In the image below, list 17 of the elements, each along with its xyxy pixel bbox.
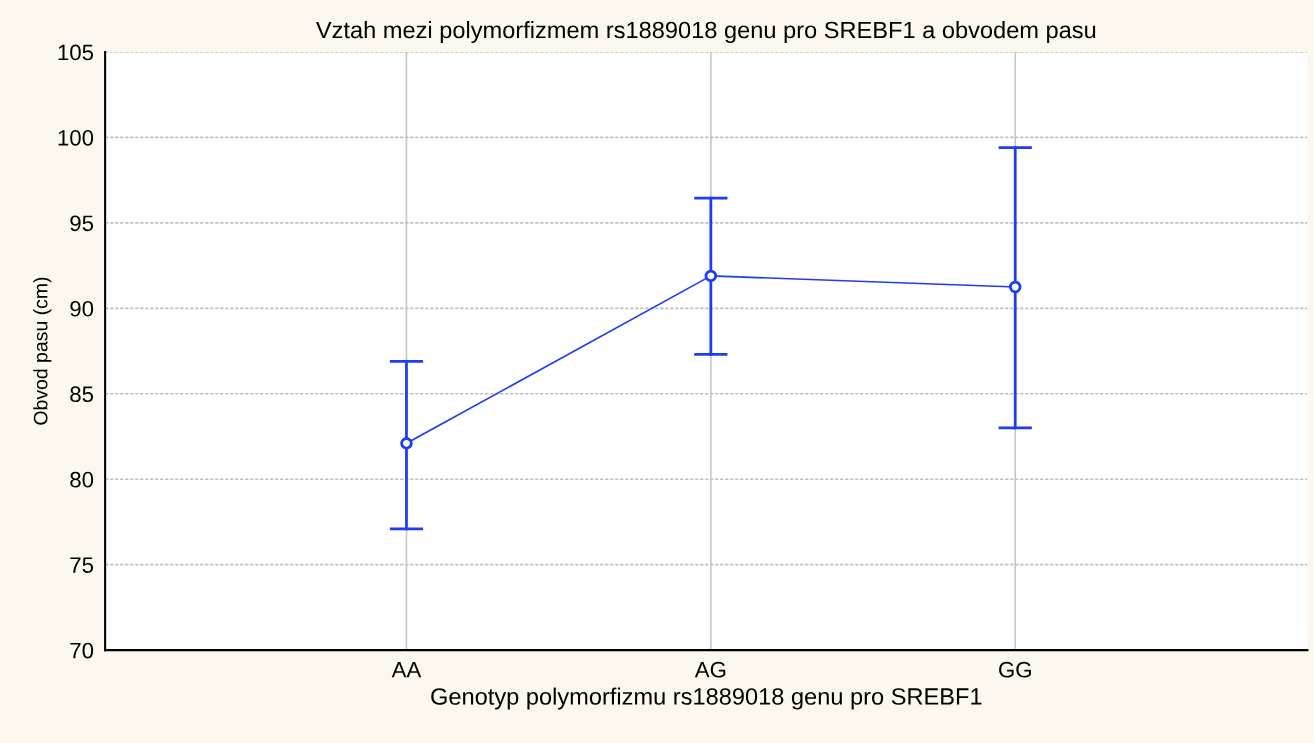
y-tick-label: 85 xyxy=(70,386,94,403)
point xyxy=(704,269,718,283)
x-tick-label: AA xyxy=(391,662,422,678)
y-axis-title: Obvod pasu (cm) xyxy=(33,277,52,425)
y-tick-label: 75 xyxy=(70,557,94,573)
point xyxy=(400,437,413,450)
x-tick-label: GG xyxy=(999,661,1031,678)
y-tick-label: 80 xyxy=(70,471,94,488)
chart-title: Vztah mezi polymorfizmem rs1889018 genu pro SREBF1 a obvodem pasu xyxy=(315,21,1096,44)
point xyxy=(1008,280,1022,294)
x-tick-label: AG xyxy=(694,661,726,678)
y-tick-label: 105 xyxy=(58,44,94,61)
y-tick-label: 95 xyxy=(70,215,94,232)
x-axis-title: Genotyp polymorfizmu rs1889018 genu pro SREBF1 xyxy=(431,687,982,710)
y-tick-label: 70 xyxy=(70,642,94,659)
y-tick-label: 90 xyxy=(70,300,94,317)
y-tick-label: 100 xyxy=(58,129,94,146)
